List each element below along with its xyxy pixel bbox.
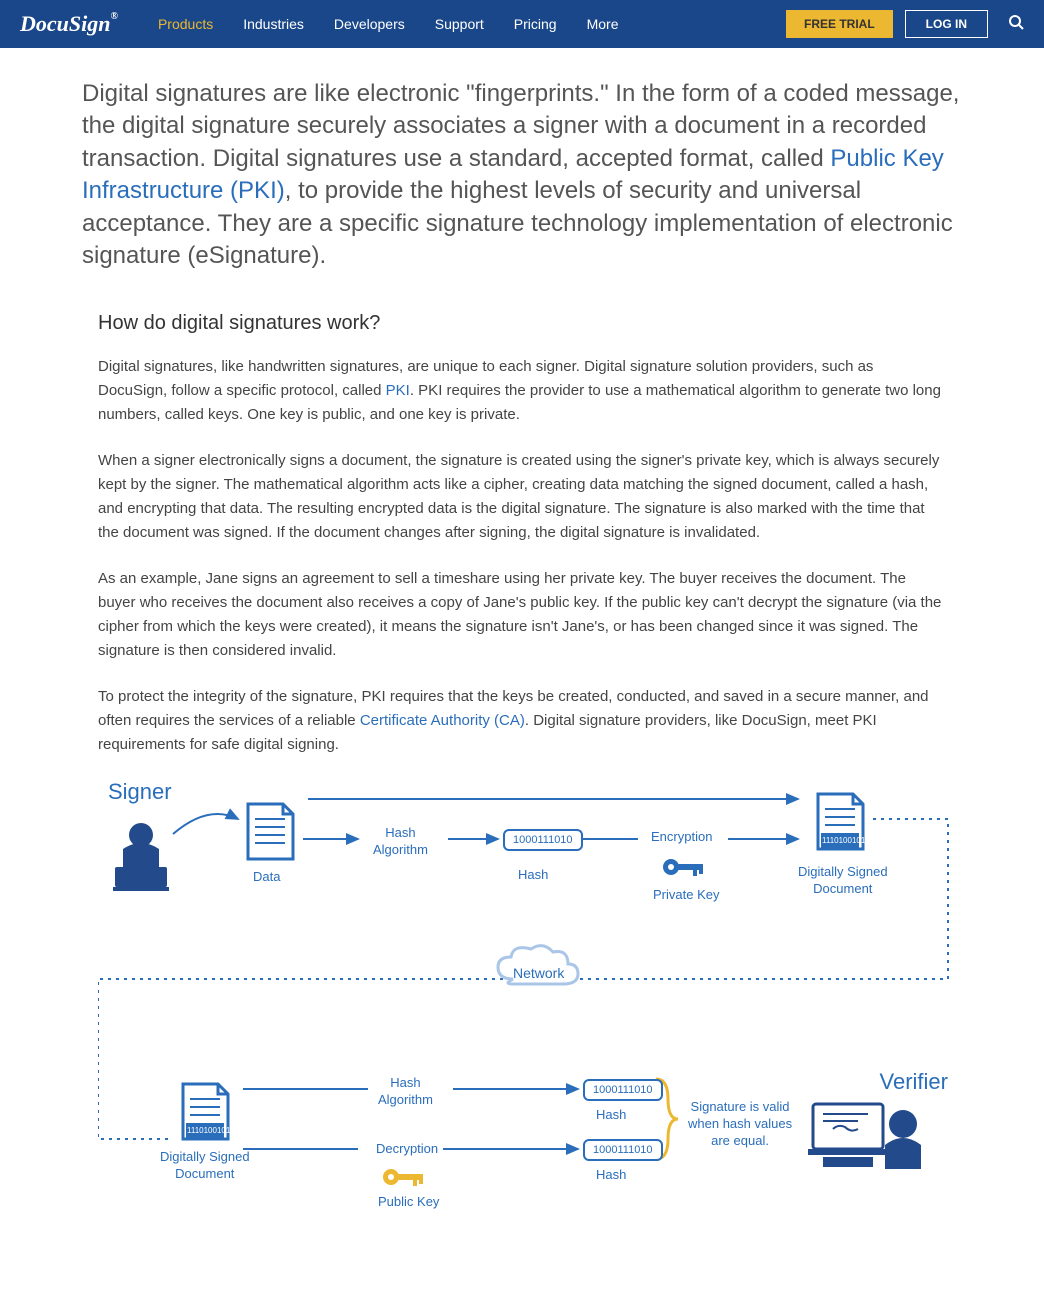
ca-link[interactable]: Certificate Authority (CA)	[360, 712, 525, 729]
nav-link-more[interactable]: More	[587, 16, 619, 32]
registered-mark: ®	[110, 11, 117, 22]
how-it-works-section: How do digital signatures work? Digital …	[82, 312, 962, 1259]
nav-link-products[interactable]: Products	[158, 16, 213, 32]
data-label: Data	[253, 869, 280, 886]
logo[interactable]: DocuSign®	[20, 11, 118, 37]
logo-text: DocuSign	[20, 11, 110, 36]
decryption-label: Decryption	[376, 1141, 438, 1158]
paragraph-2: When a signer electronically signs a doc…	[98, 449, 946, 545]
nav-link-pricing[interactable]: Pricing	[514, 16, 557, 32]
content: Digital signatures are like electronic "…	[32, 48, 1012, 1299]
hash-label-2: Hash	[596, 1107, 626, 1124]
free-trial-button[interactable]: FREE TRIAL	[786, 10, 893, 38]
paragraph-3: As an example, Jane signs an agreement t…	[98, 567, 946, 663]
signed-val-1: 1110100101	[822, 836, 865, 845]
section-heading: How do digital signatures work?	[98, 312, 946, 335]
hash-alg-label-2: Hash Algorithm	[378, 1075, 433, 1109]
signed-val-2: 1110100101	[187, 1126, 230, 1135]
signed-doc-label-2: Digitally Signed Document	[160, 1149, 250, 1183]
intro-text-1: Digital signatures are like electronic "…	[82, 80, 959, 172]
intro-paragraph: Digital signatures are like electronic "…	[82, 78, 962, 272]
login-button[interactable]: LOG IN	[905, 10, 988, 38]
private-key-label: Private Key	[653, 887, 719, 904]
hash-box-1: 1000111010	[503, 829, 583, 851]
signature-diagram: Signer Verifier	[98, 779, 958, 1259]
encryption-label: Encryption	[651, 829, 712, 846]
navbar: DocuSign® Products Industries Developers…	[0, 0, 1044, 48]
signed-doc-label-1: Digitally Signed Document	[798, 864, 888, 898]
nav-actions: FREE TRIAL LOG IN	[786, 10, 1024, 38]
search-icon[interactable]	[1008, 14, 1024, 35]
paragraph-4: To protect the integrity of the signatur…	[98, 685, 946, 757]
valid-message: Signature is valid when hash values are …	[688, 1099, 792, 1150]
hash-label-1: Hash	[518, 867, 548, 884]
hash-alg-label-1: Hash Algorithm	[373, 825, 428, 859]
paragraph-1: Digital signatures, like handwritten sig…	[98, 355, 946, 427]
nav-link-industries[interactable]: Industries	[243, 16, 304, 32]
hash-label-3: Hash	[596, 1167, 626, 1184]
hash-box-2: 1000111010	[583, 1079, 663, 1101]
network-label: Network	[513, 964, 564, 982]
nav-links: Products Industries Developers Support P…	[158, 16, 786, 32]
nav-link-support[interactable]: Support	[435, 16, 484, 32]
nav-link-developers[interactable]: Developers	[334, 16, 405, 32]
public-key-label: Public Key	[378, 1194, 439, 1211]
diagram-svg	[98, 779, 958, 1259]
pki-inline-link[interactable]: PKI	[386, 382, 410, 399]
hash-box-3: 1000111010	[583, 1139, 663, 1161]
